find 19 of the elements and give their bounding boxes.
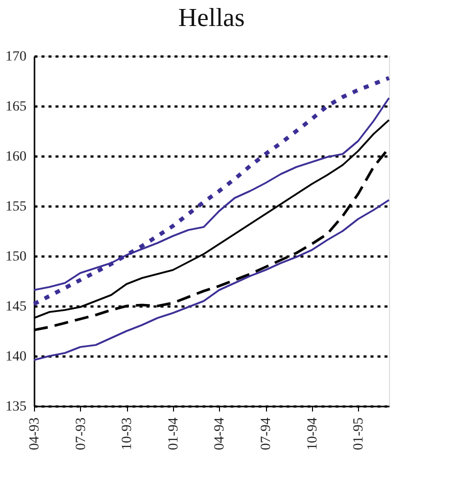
y-tick-label: 140 xyxy=(6,350,26,364)
x-tick-label: 04-94 xyxy=(212,418,228,450)
y-tick-label: 160 xyxy=(6,150,26,164)
x-tick-label: 10-94 xyxy=(305,418,320,450)
x-tick-label: 04-93 xyxy=(28,418,42,450)
line-series xyxy=(32,76,391,306)
y-tick-label: 150 xyxy=(6,250,26,264)
y-tick-label: 145 xyxy=(6,300,26,314)
y-tick-label: 135 xyxy=(6,400,26,414)
y-tick-label: 155 xyxy=(6,200,26,214)
y-tick-label: 170 xyxy=(6,50,26,64)
y-tick-label: 165 xyxy=(6,100,26,114)
x-tick-label: 07-94 xyxy=(259,418,274,450)
x-tick-label: 07-93 xyxy=(74,418,89,450)
line-series xyxy=(33,199,390,361)
chart-title: Hellas xyxy=(178,3,245,32)
x-tick-label: 10-93 xyxy=(120,418,136,450)
x-tick-label: 01-95 xyxy=(352,418,367,450)
x-tick-label: 01-94 xyxy=(166,418,182,450)
